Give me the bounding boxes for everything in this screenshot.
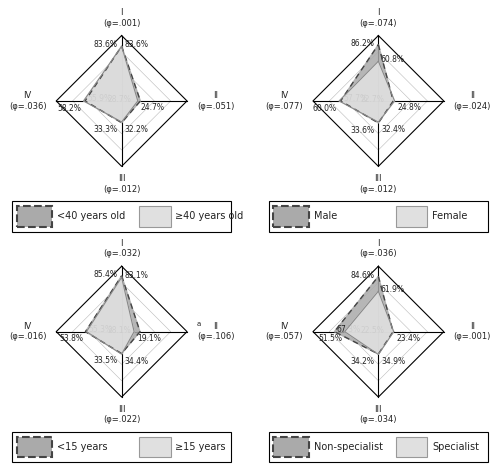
Bar [16, 437, 52, 457]
Bar [140, 437, 170, 457]
Bar [16, 206, 52, 227]
Text: II
(φ=.001): II (φ=.001) [454, 322, 491, 341]
Text: 19.1%: 19.1% [136, 334, 160, 343]
Text: 33.5%: 33.5% [94, 356, 118, 365]
Text: 34.9%: 34.9% [381, 357, 405, 366]
Text: III
(φ=.034): III (φ=.034) [360, 405, 397, 424]
Text: 32.2%: 32.2% [124, 125, 148, 133]
Text: 24.7%: 24.7% [140, 103, 164, 112]
Text: III
(φ=.012): III (φ=.012) [360, 174, 397, 194]
Bar [396, 206, 428, 227]
Text: II
(φ=.024): II (φ=.024) [454, 91, 491, 110]
Polygon shape [86, 277, 134, 354]
Text: 34.4%: 34.4% [124, 357, 148, 366]
Text: III
(φ=.022): III (φ=.022) [103, 405, 141, 424]
Text: II
(φ=.106): II (φ=.106) [197, 322, 234, 341]
Bar [12, 431, 231, 462]
Text: 83.1%: 83.1% [124, 272, 148, 281]
Text: IV
(φ=.016): IV (φ=.016) [9, 322, 46, 341]
Polygon shape [86, 276, 140, 353]
Text: I
(φ=.036): I (φ=.036) [360, 239, 397, 258]
Text: 55.3%: 55.3% [88, 324, 112, 334]
Polygon shape [334, 276, 393, 354]
Text: I
(φ=.032): I (φ=.032) [103, 239, 141, 258]
Text: II
(φ=.051): II (φ=.051) [197, 91, 234, 110]
Text: a: a [197, 321, 201, 328]
Polygon shape [339, 61, 394, 122]
Text: 53.8%: 53.8% [60, 334, 84, 343]
Text: 22.7%: 22.7% [360, 95, 384, 104]
Text: 86.2%: 86.2% [350, 39, 374, 48]
Text: 33.6%: 33.6% [350, 125, 374, 134]
Text: 84.6%: 84.6% [350, 271, 374, 280]
Text: 57.7%: 57.7% [344, 94, 367, 103]
Text: Female: Female [432, 212, 468, 221]
Text: IV
(φ=.057): IV (φ=.057) [266, 322, 303, 341]
Text: 23.4%: 23.4% [396, 334, 420, 343]
Text: 33.3%: 33.3% [94, 125, 118, 134]
Bar [140, 206, 170, 227]
Polygon shape [84, 46, 138, 122]
Text: <15 years: <15 years [57, 442, 108, 452]
Text: 28.7%: 28.7% [108, 95, 131, 104]
Text: IV
(φ=.036): IV (φ=.036) [9, 91, 46, 110]
Text: 83.6%: 83.6% [94, 40, 118, 49]
Text: 28.1%: 28.1% [107, 326, 131, 335]
Text: 51.5%: 51.5% [318, 334, 342, 343]
Bar [12, 201, 231, 232]
Text: 58.2%: 58.2% [57, 103, 81, 112]
Text: 34.2%: 34.2% [350, 357, 374, 366]
Text: <40 years old: <40 years old [57, 212, 125, 221]
Text: IV
(φ=.077): IV (φ=.077) [266, 91, 303, 110]
Bar [396, 437, 428, 457]
Bar [269, 201, 488, 232]
Text: ≥40 years old: ≥40 years old [175, 212, 244, 221]
Text: 85.4%: 85.4% [94, 270, 118, 279]
Text: III
(φ=.012): III (φ=.012) [103, 174, 141, 194]
Text: 32.4%: 32.4% [381, 125, 405, 134]
Text: 55.9%: 55.9% [88, 94, 112, 103]
Text: 83.6%: 83.6% [124, 40, 148, 49]
Text: I
(φ=.074): I (φ=.074) [360, 8, 397, 28]
Bar [269, 431, 488, 462]
Text: ≥15 years: ≥15 years [175, 442, 226, 452]
Text: Male: Male [314, 212, 337, 221]
Text: 24.8%: 24.8% [397, 103, 421, 112]
Polygon shape [344, 291, 394, 354]
Text: 67.3%: 67.3% [337, 324, 361, 334]
Text: I
(φ=.001): I (φ=.001) [103, 8, 141, 28]
Text: 60.8%: 60.8% [381, 55, 405, 64]
Text: 60.0%: 60.0% [312, 103, 336, 112]
Text: Non-specialist: Non-specialist [314, 442, 382, 452]
Text: 61.9%: 61.9% [381, 285, 405, 294]
Polygon shape [340, 45, 393, 123]
Bar [274, 206, 309, 227]
Bar [274, 437, 309, 457]
Text: Specialist: Specialist [432, 442, 479, 452]
Polygon shape [85, 46, 140, 123]
Text: 22.5%: 22.5% [360, 326, 384, 335]
